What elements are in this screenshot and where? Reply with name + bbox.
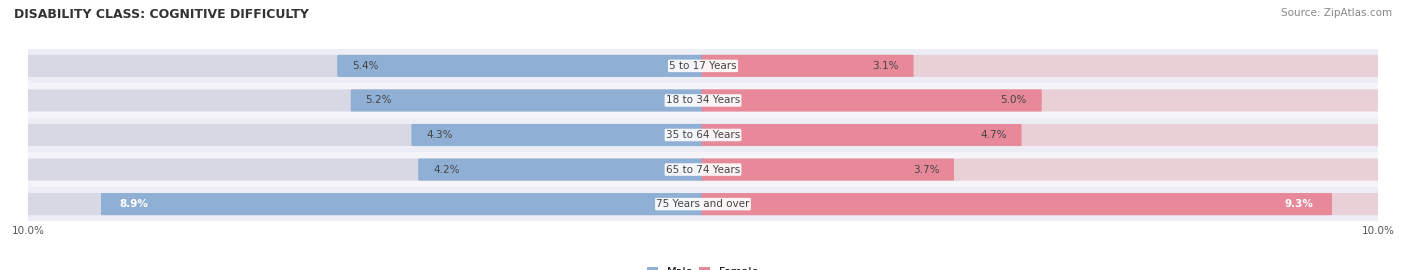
FancyBboxPatch shape bbox=[702, 124, 1022, 146]
FancyBboxPatch shape bbox=[418, 158, 704, 181]
Text: Source: ZipAtlas.com: Source: ZipAtlas.com bbox=[1281, 8, 1392, 18]
Text: 8.9%: 8.9% bbox=[120, 199, 148, 209]
FancyBboxPatch shape bbox=[28, 118, 1378, 152]
FancyBboxPatch shape bbox=[702, 89, 1042, 112]
Text: 4.2%: 4.2% bbox=[433, 164, 460, 175]
FancyBboxPatch shape bbox=[337, 55, 704, 77]
Text: 75 Years and over: 75 Years and over bbox=[657, 199, 749, 209]
FancyBboxPatch shape bbox=[27, 55, 704, 77]
Text: 65 to 74 Years: 65 to 74 Years bbox=[666, 164, 740, 175]
FancyBboxPatch shape bbox=[28, 83, 1378, 118]
FancyBboxPatch shape bbox=[27, 89, 704, 112]
FancyBboxPatch shape bbox=[27, 158, 704, 181]
Text: 3.7%: 3.7% bbox=[912, 164, 939, 175]
FancyBboxPatch shape bbox=[28, 152, 1378, 187]
Text: DISABILITY CLASS: COGNITIVE DIFFICULTY: DISABILITY CLASS: COGNITIVE DIFFICULTY bbox=[14, 8, 309, 21]
FancyBboxPatch shape bbox=[702, 193, 1379, 215]
Text: 5.0%: 5.0% bbox=[1001, 95, 1026, 106]
Text: 5 to 17 Years: 5 to 17 Years bbox=[669, 61, 737, 71]
Text: 35 to 64 Years: 35 to 64 Years bbox=[666, 130, 740, 140]
FancyBboxPatch shape bbox=[702, 158, 955, 181]
FancyBboxPatch shape bbox=[27, 124, 704, 146]
FancyBboxPatch shape bbox=[702, 55, 1379, 77]
FancyBboxPatch shape bbox=[702, 89, 1379, 112]
Text: 4.7%: 4.7% bbox=[980, 130, 1007, 140]
Text: 3.1%: 3.1% bbox=[872, 61, 898, 71]
FancyBboxPatch shape bbox=[27, 193, 704, 215]
FancyBboxPatch shape bbox=[702, 158, 1379, 181]
FancyBboxPatch shape bbox=[702, 193, 1331, 215]
Legend: Male, Female: Male, Female bbox=[643, 262, 763, 270]
Text: 5.4%: 5.4% bbox=[352, 61, 378, 71]
FancyBboxPatch shape bbox=[28, 49, 1378, 83]
FancyBboxPatch shape bbox=[101, 193, 704, 215]
FancyBboxPatch shape bbox=[28, 187, 1378, 221]
Text: 5.2%: 5.2% bbox=[366, 95, 392, 106]
FancyBboxPatch shape bbox=[702, 124, 1379, 146]
FancyBboxPatch shape bbox=[412, 124, 704, 146]
FancyBboxPatch shape bbox=[350, 89, 704, 112]
FancyBboxPatch shape bbox=[702, 55, 914, 77]
Text: 4.3%: 4.3% bbox=[426, 130, 453, 140]
Text: 9.3%: 9.3% bbox=[1285, 199, 1313, 209]
Text: 18 to 34 Years: 18 to 34 Years bbox=[666, 95, 740, 106]
